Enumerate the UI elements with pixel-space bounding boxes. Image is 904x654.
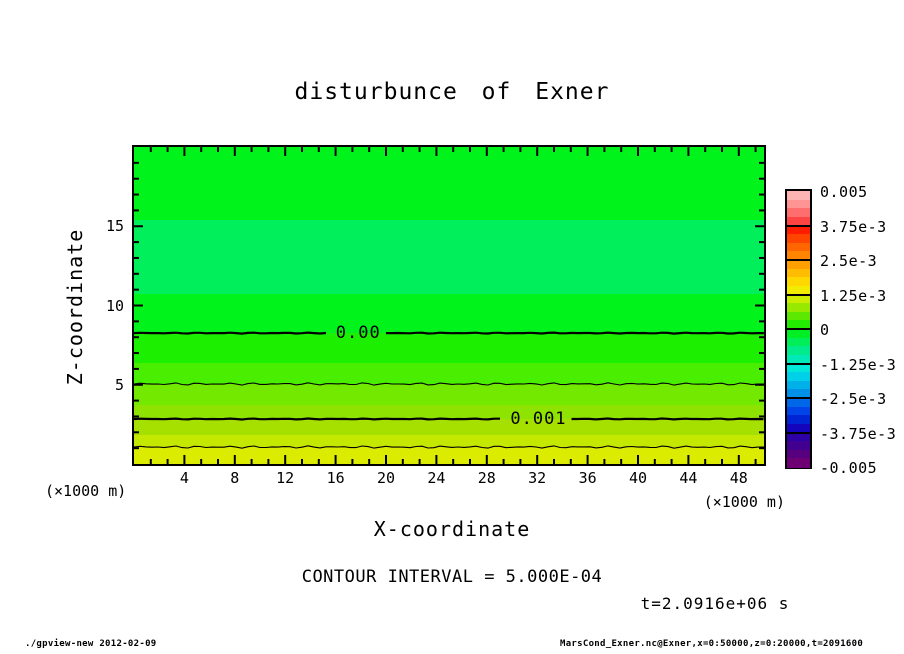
footer-program-stamp: ./gpview-new 2012-02-09 xyxy=(25,639,157,649)
colorbar-tick-label: -3.75e-3 xyxy=(820,424,897,443)
fill-band xyxy=(134,333,764,364)
colorbar-divider xyxy=(787,259,810,261)
colorbar-strip xyxy=(787,199,810,209)
x-tick-label: 28 xyxy=(477,469,496,487)
colorbar-strip xyxy=(787,320,810,330)
colorbar xyxy=(785,189,812,469)
colorbar-strip xyxy=(787,441,810,451)
y-tick-label: 5 xyxy=(114,375,124,394)
colorbar-strip xyxy=(787,191,810,201)
colorbar-strip xyxy=(787,251,810,261)
colorbar-divider xyxy=(787,293,810,296)
footer-data-source-stamp: MarsCond_Exner.nc@Exner,x=0:50000,z=0:20… xyxy=(560,639,864,649)
contour-value-label: 0.00 xyxy=(335,323,381,344)
colorbar-strip xyxy=(787,449,810,459)
plot-title: disturbunce of Exner xyxy=(294,79,610,105)
colorbar-strip xyxy=(787,294,810,304)
colorbar-strip xyxy=(787,303,810,313)
x-tick-label: 12 xyxy=(276,469,295,487)
time-annotation: t=2.0916e+06 s xyxy=(640,594,790,613)
x-tick-label: 4 xyxy=(179,469,189,487)
x-tick-label: 20 xyxy=(376,469,396,487)
colorbar-divider xyxy=(787,328,810,330)
colorbar-divider xyxy=(787,362,810,365)
x-axis-unit-label: (×1000 m) xyxy=(703,493,785,511)
colorbar-strip xyxy=(787,216,810,226)
colorbar-strip xyxy=(787,423,810,433)
colorbar-strip xyxy=(787,242,810,252)
colorbar-tick-label: 0 xyxy=(820,321,830,339)
colorbar-tick-label: -0.005 xyxy=(820,459,878,477)
contour-interval-note: CONTOUR INTERVAL = 5.000E-04 xyxy=(301,567,603,587)
x-axis-title: X-coordinate xyxy=(373,517,531,541)
fill-band xyxy=(134,405,764,419)
colorbar-strip xyxy=(787,406,810,416)
fill-band xyxy=(134,447,764,464)
fill-band xyxy=(134,219,764,295)
colorbar-divider xyxy=(787,431,810,434)
colorbar-strip xyxy=(787,337,810,347)
contour-plot-frame: 0.00 0.001 xyxy=(132,145,766,466)
colorbar-strip xyxy=(787,363,810,373)
colorbar-strip xyxy=(787,432,810,442)
x-tick-label: 40 xyxy=(628,469,648,487)
contour-plot-area: 0.00 0.001 xyxy=(134,147,764,464)
colorbar-tick-label: 1.25e-3 xyxy=(820,286,887,305)
colorbar-strip xyxy=(787,346,810,356)
x-tick-label: 24 xyxy=(427,469,446,487)
colorbar-strip xyxy=(787,329,810,339)
contour-value-label: 0.001 xyxy=(510,408,567,429)
y-tick-label: 15 xyxy=(105,217,124,236)
colorbar-strip xyxy=(787,268,810,278)
fill-band xyxy=(134,434,764,448)
x-tick-label: 48 xyxy=(729,469,748,487)
fill-band xyxy=(134,383,764,406)
colorbar-strip xyxy=(787,260,810,270)
colorbar-strip xyxy=(787,398,810,408)
colorbar-strip xyxy=(787,354,810,364)
y-tick-label: 10 xyxy=(105,296,124,315)
colorbar-strip xyxy=(787,380,810,390)
colorbar-tick-label: -1.25e-3 xyxy=(820,355,897,374)
colorbar-strip xyxy=(787,458,810,468)
x-tick-label: 44 xyxy=(679,469,698,487)
colorbar-tick-label: 2.5e-3 xyxy=(820,252,878,270)
fill-band xyxy=(134,294,764,334)
colorbar-strip xyxy=(787,208,810,218)
fill-band xyxy=(134,147,764,220)
colorbar-divider xyxy=(787,397,810,399)
colorbar-divider xyxy=(787,224,810,227)
fill-band xyxy=(134,418,764,435)
fill-band xyxy=(134,363,764,384)
colorbar-strip xyxy=(787,225,810,235)
x-tick-label: 32 xyxy=(528,469,547,487)
colorbar-strip xyxy=(787,234,810,244)
colorbar-strip xyxy=(787,415,810,425)
x-tick-label: 36 xyxy=(578,469,597,487)
x-tick-label: 8 xyxy=(230,469,240,487)
y-axis-unit-label: (×1000 m) xyxy=(45,482,127,500)
colorbar-strip xyxy=(787,311,810,321)
colorbar-tick-label: 0.005 xyxy=(820,183,868,201)
colorbar-strip xyxy=(787,285,810,295)
colorbar-strip xyxy=(787,277,810,287)
colorbar-tick-label: 3.75e-3 xyxy=(820,217,887,236)
x-tick-label: 16 xyxy=(326,469,345,487)
colorbar-strip xyxy=(787,372,810,382)
colorbar-strip xyxy=(787,389,810,399)
colorbar-tick-label: -2.5e-3 xyxy=(820,390,887,408)
